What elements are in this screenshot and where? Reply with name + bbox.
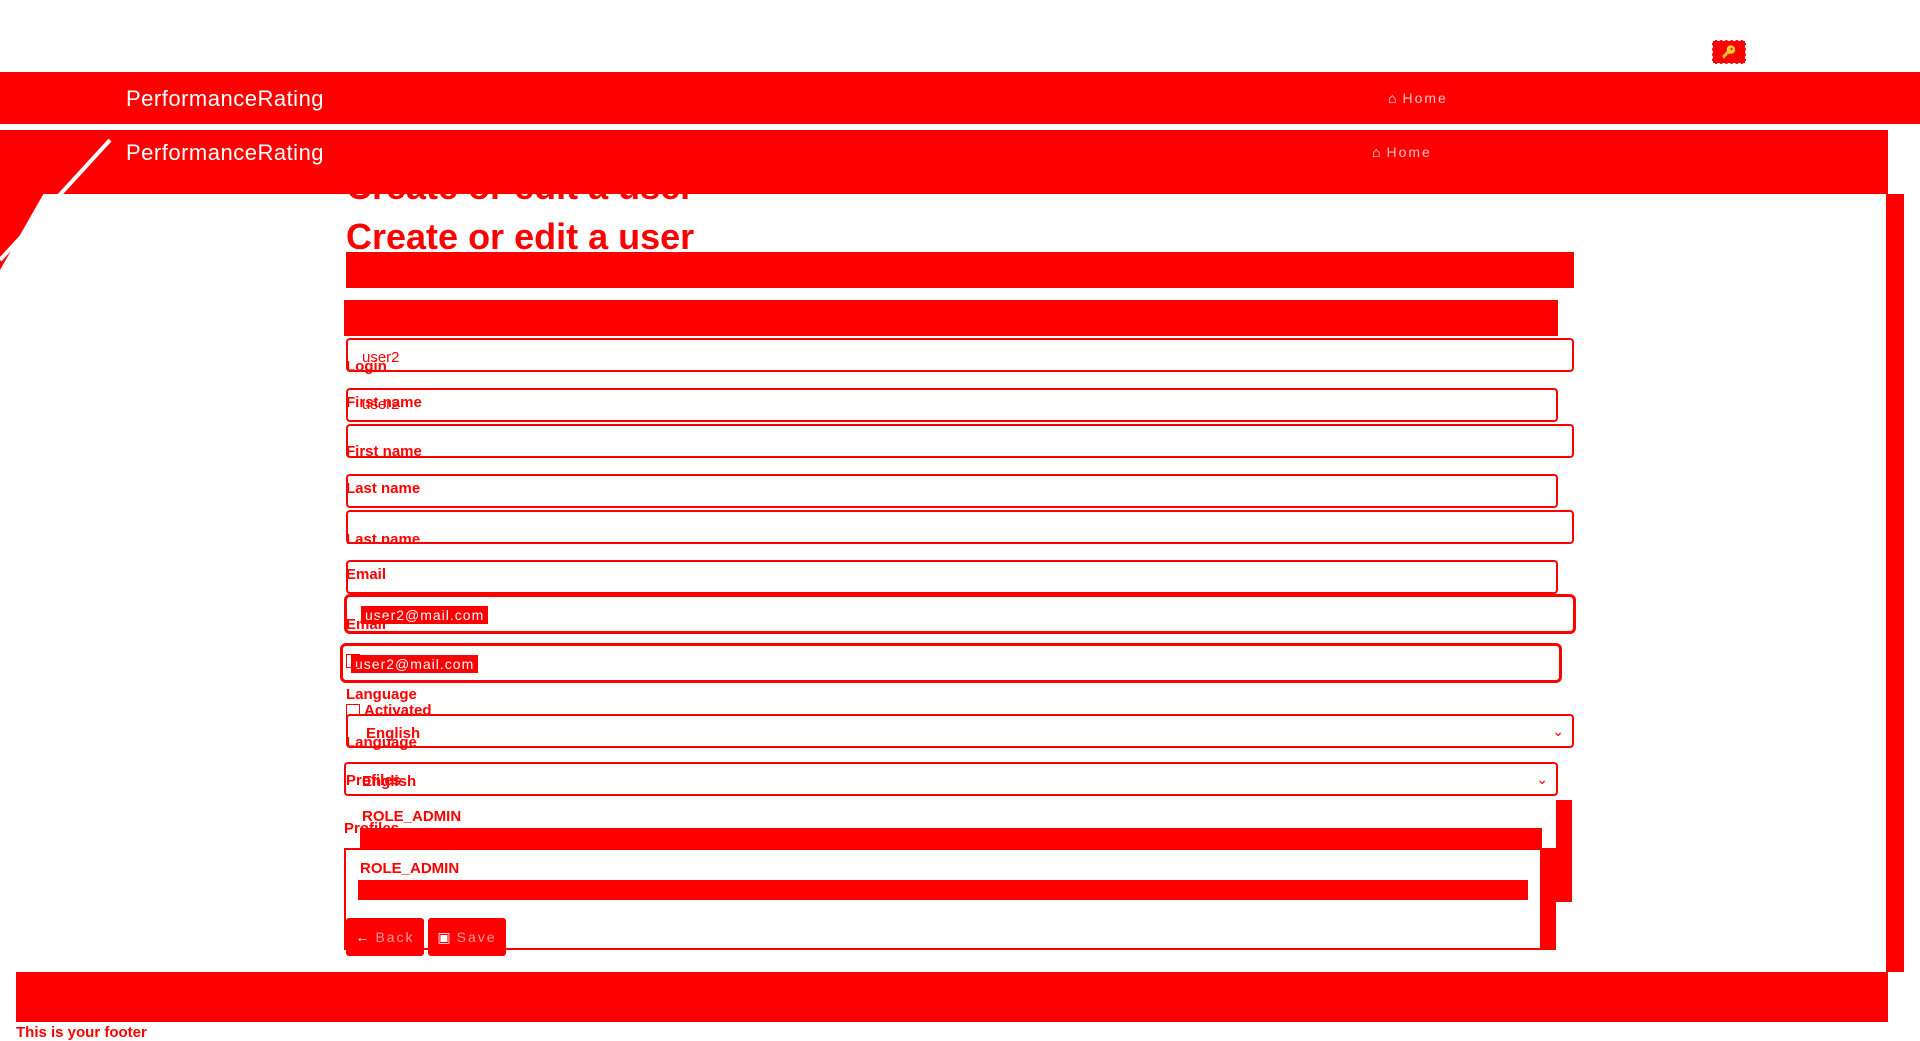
profiles-scrollbar[interactable] xyxy=(1540,848,1556,950)
alert-bar xyxy=(346,252,1574,288)
footer-text: This is your footer xyxy=(16,1024,147,1041)
profiles-scrollbar-ghost[interactable] xyxy=(1556,800,1572,902)
nav-home[interactable]: ⌂ Home xyxy=(1388,90,1448,106)
navbar-duplicate: PerformanceRating ⌂ Home xyxy=(0,128,1888,194)
language-label-ghost: Language xyxy=(346,686,417,703)
back-button[interactable]: ← Back xyxy=(346,918,424,956)
last-name-field[interactable] xyxy=(346,510,1574,544)
floppy-disk-icon: ▣ xyxy=(437,928,451,945)
nav-home-duplicate[interactable]: ⌂ Home xyxy=(1372,144,1432,160)
arrow-left-icon: ← xyxy=(355,929,370,945)
email-field[interactable]: user2@mail.com xyxy=(344,594,1576,634)
brand-logo[interactable]: PerformanceRating xyxy=(126,86,325,111)
page-title-ghost: Create or edit a user xyxy=(346,166,695,207)
profiles-list-ghost[interactable]: ROLE_ADMIN xyxy=(346,800,1558,850)
first-name-field-ghost[interactable]: user2 xyxy=(346,388,1558,422)
home-icon: ⌂ xyxy=(1372,144,1381,160)
first-name-label-ghost: First name xyxy=(346,394,422,411)
email-label: Email xyxy=(346,616,387,633)
language-label: Language xyxy=(346,734,417,751)
activated-checkbox-ghost[interactable] xyxy=(346,654,360,668)
last-name-label: Last name xyxy=(346,531,421,548)
profiles-list[interactable]: ROLE_ADMIN xyxy=(344,848,1542,950)
last-name-field-ghost[interactable] xyxy=(346,474,1558,508)
footer-bar xyxy=(16,972,1888,1022)
login-field[interactable]: user2 xyxy=(346,338,1574,372)
alert-bar-duplicate xyxy=(344,300,1558,336)
email-label-ghost: Email xyxy=(346,566,387,583)
login-label: Login xyxy=(346,358,387,375)
navbar: PerformanceRating ⌂ Home xyxy=(0,72,1920,124)
diagonal-decoration xyxy=(0,130,112,270)
email-field-ghost[interactable] xyxy=(346,560,1558,594)
save-button[interactable]: ▣ Save xyxy=(428,918,506,956)
chevron-down-icon: ⌄ xyxy=(1552,723,1564,739)
last-name-label-ghost: Last name xyxy=(346,480,421,497)
chevron-down-icon: ⌄ xyxy=(1536,771,1548,787)
profiles-label: Profiles xyxy=(344,820,400,837)
page-title: Create or edit a user xyxy=(346,216,695,257)
first-name-field[interactable] xyxy=(346,424,1574,458)
home-icon: ⌂ xyxy=(1388,90,1397,106)
language-select[interactable]: English ⌄ xyxy=(346,714,1574,748)
key-icon[interactable]: 🔑 xyxy=(1712,40,1746,64)
language-select-duplicate[interactable]: English ⌄ xyxy=(344,762,1558,796)
brand-logo-duplicate[interactable]: PerformanceRating xyxy=(126,140,325,165)
profiles-label-ghost: Profiles xyxy=(346,772,402,789)
email-field-duplicate[interactable]: user2@mail.com xyxy=(340,643,1562,683)
first-name-label: First name xyxy=(346,443,422,460)
